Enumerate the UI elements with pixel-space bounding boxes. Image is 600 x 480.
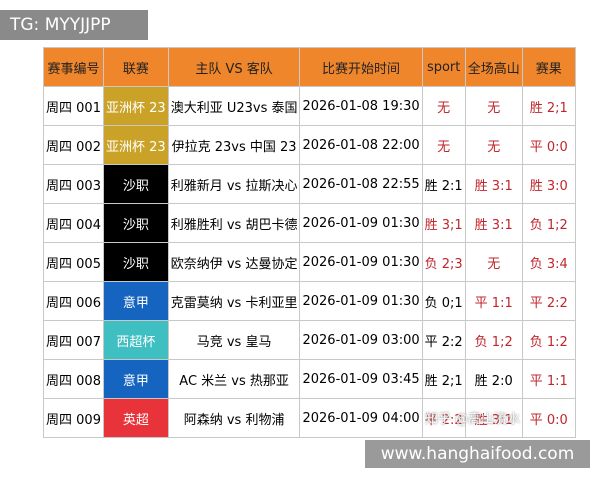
- site-watermark: www.hanghaifood.com: [365, 440, 590, 468]
- table-cell: 平 2:2: [521, 281, 576, 321]
- header-cell: 主队 VS 客队: [167, 47, 301, 87]
- table-row: 周四 002 亚洲杯 23 伊拉克 23vs 中国 23 2026-01-08 22:…: [43, 125, 576, 165]
- table-cell: 负 1;2: [464, 320, 523, 360]
- header-row: 赛事编号 联赛 主队 VS 客队 比赛开始时间 sport 全场高山 赛果: [43, 47, 576, 87]
- table-cell: 胜 2:1: [421, 164, 466, 204]
- league-cell: 西超杯: [103, 320, 169, 360]
- table-cell: 胜 2:0: [464, 359, 523, 399]
- table-cell: 胜 3:1: [464, 164, 523, 204]
- table-cell: 负 3:4: [521, 242, 576, 282]
- league-cell: 亚洲杯 23: [103, 86, 169, 126]
- table-row: 周四 006 意甲 克雷莫纳 vs 卡利亚里 2026-01-09 01:30 负 0;…: [43, 281, 576, 321]
- table-cell: 平 2:2: [421, 320, 466, 360]
- header-cell: 联赛: [103, 47, 169, 87]
- table-cell: 负 1;2: [521, 203, 576, 243]
- table-cell: 2026-01-09 04:00: [299, 398, 423, 438]
- header-cell: 全场高山: [464, 47, 523, 87]
- table-cell: 负 2;3: [421, 242, 466, 282]
- league-cell: 沙职: [103, 242, 169, 282]
- table-cell: 欧奈纳伊 vs 达曼协定: [167, 242, 301, 282]
- overlay-watermark: 知乎 @高山流水: [425, 412, 521, 427]
- league-cell: 沙职: [103, 164, 169, 204]
- table-cell: 周四 003: [43, 164, 104, 204]
- league-cell: 意甲: [103, 281, 169, 321]
- league-cell: 意甲: [103, 359, 169, 399]
- table-cell: 胜 3:1: [464, 203, 523, 243]
- table-row: 周四 004 沙职 利雅胜利 vs 胡巴卡德 2026-01-09 01:30 胜 3;…: [43, 203, 576, 243]
- table-cell: 平 0:0: [521, 398, 576, 438]
- table-cell: 负 0;1: [421, 281, 466, 321]
- table-cell: 周四 006: [43, 281, 104, 321]
- table-cell: 胜 2;1: [521, 86, 576, 126]
- table-cell: 平 2:2: [421, 398, 466, 438]
- table-cell: 胜 3;1: [421, 203, 466, 243]
- table-cell: 胜 2;1: [421, 359, 466, 399]
- table-cell: 2026-01-09 03:00: [299, 320, 423, 360]
- table-cell: 澳大利亚 U23vs 泰国: [167, 86, 301, 126]
- league-cell: 亚洲杯 23: [103, 125, 169, 165]
- table-cell: 周四 001: [43, 86, 104, 126]
- table-cell: 利雅胜利 vs 胡巴卡德: [167, 203, 301, 243]
- table-row: 周四 003 沙职 利雅新月 vs 拉斯决心 2026-01-08 22:55 胜 2:…: [43, 164, 576, 204]
- table-cell: 利雅新月 vs 拉斯决心: [167, 164, 301, 204]
- table-cell: 无: [464, 86, 523, 126]
- header-cell: 赛果: [521, 47, 576, 87]
- league-cell: 沙职: [103, 203, 169, 243]
- header-cell: sport: [421, 47, 466, 87]
- table-cell: 周四 008: [43, 359, 104, 399]
- table-cell: AC 米兰 vs 热那亚: [167, 359, 301, 399]
- table-cell: 周四 002: [43, 125, 104, 165]
- table-cell: 2026-01-08 22:00: [299, 125, 423, 165]
- header-cell: 赛事编号: [43, 47, 104, 87]
- table-cell: 胜 3:1: [464, 398, 523, 438]
- table-cell: 平 1:1: [521, 359, 576, 399]
- table-body: 周四 001 亚洲杯 23 澳大利亚 U23vs 泰国 2026-01-08 19:3…: [43, 86, 576, 438]
- table-cell: 平 0:0: [521, 125, 576, 165]
- table-cell: 负 1:2: [521, 320, 576, 360]
- table-cell: 无: [464, 125, 523, 165]
- table-cell: 2026-01-08 19:30: [299, 86, 423, 126]
- table-cell: 克雷莫纳 vs 卡利亚里: [167, 281, 301, 321]
- table-cell: 无: [464, 242, 523, 282]
- watermark-tag: TG: MYYJJPP: [0, 10, 148, 40]
- table-row: 周四 005 沙职 欧奈纳伊 vs 达曼协定 2026-01-09 01:30 负 2;…: [43, 242, 576, 282]
- table-cell: 周四 009: [43, 398, 104, 438]
- table-cell: 周四 004: [43, 203, 104, 243]
- table-cell: 无: [421, 86, 466, 126]
- table-cell: 阿森纳 vs 利物浦: [167, 398, 301, 438]
- table-cell: 2026-01-09 01:30: [299, 281, 423, 321]
- table-row: 周四 008 意甲 AC 米兰 vs 热那亚 2026-01-09 03:45 胜 2;…: [43, 359, 576, 399]
- table-cell: 2026-01-08 22:55: [299, 164, 423, 204]
- table-cell: 2026-01-09 01:30: [299, 242, 423, 282]
- league-cell: 英超: [103, 398, 169, 438]
- table-cell: 周四 005: [43, 242, 104, 282]
- table-row: 周四 001 亚洲杯 23 澳大利亚 U23vs 泰国 2026-01-08 19:3…: [43, 86, 576, 126]
- table-cell: 平 1:1: [464, 281, 523, 321]
- table-cell: 胜 3:0: [521, 164, 576, 204]
- table-cell: 伊拉克 23vs 中国 23: [167, 125, 301, 165]
- match-table: 赛事编号 联赛 主队 VS 客队 比赛开始时间 sport 全场高山 赛果 周四 001 亚洲…: [43, 47, 576, 438]
- header-cell: 比赛开始时间: [299, 47, 423, 87]
- table-cell: 马竞 vs 皇马: [167, 320, 301, 360]
- table-cell: 2026-01-09 03:45: [299, 359, 423, 399]
- table-row: 周四 009 英超 阿森纳 vs 利物浦 2026-01-09 04:00 平 2:2 胜…: [43, 398, 576, 438]
- table-row: 周四 007 西超杯 马竞 vs 皇马 2026-01-09 03:00 平 2:2 负 …: [43, 320, 576, 360]
- table-cell: 2026-01-09 01:30: [299, 203, 423, 243]
- table-cell: 周四 007: [43, 320, 104, 360]
- table-cell: 无: [421, 125, 466, 165]
